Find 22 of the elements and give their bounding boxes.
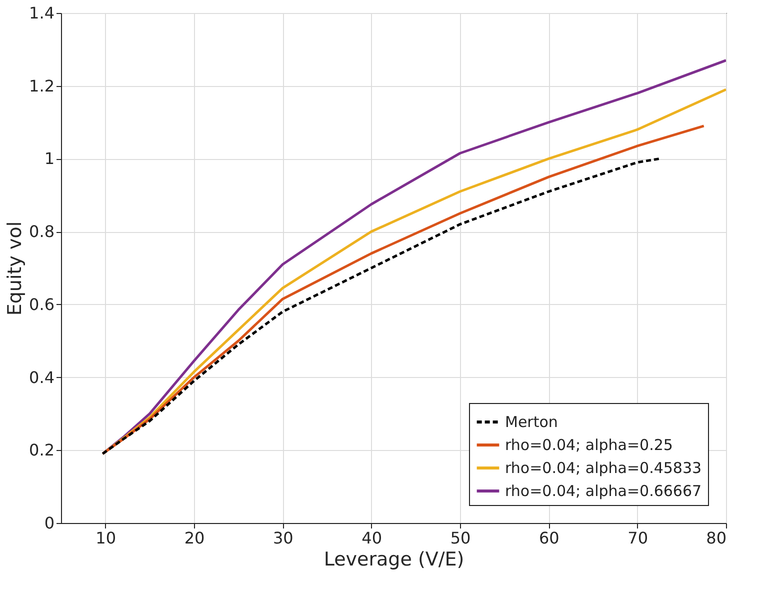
legend-label: rho=0.04; alpha=0.45833: [505, 459, 702, 477]
x-tick-label: 50: [450, 528, 471, 548]
y-tick-label: 1.4: [29, 4, 54, 22]
x-tick-label: 60: [538, 528, 560, 548]
y-tick-label: 1: [44, 149, 54, 168]
x-axis-title: Leverage (V/E): [324, 548, 464, 570]
y-tick-label: 0.6: [29, 294, 54, 314]
legend-label: rho=0.04; alpha=0.25: [505, 436, 673, 454]
y-axis-title: Equity vol: [4, 221, 26, 316]
x-tick-label: 80: [706, 528, 726, 548]
legend-label: rho=0.04; alpha=0.66667: [505, 482, 702, 500]
y-tick-label: 0: [44, 514, 54, 532]
x-tick-label: 70: [628, 528, 648, 548]
x-tick-label: 30: [272, 528, 294, 548]
x-tick-label: 40: [362, 528, 382, 548]
y-tick-label: 0.2: [29, 440, 54, 460]
x-tick-label: 10: [96, 528, 116, 548]
y-tick-label: 0.4: [29, 368, 54, 387]
y-tick-label: 0.8: [29, 222, 54, 242]
x-tick-label: 20: [184, 528, 205, 548]
legend-label: Merton: [505, 413, 558, 431]
y-tick-label: 1.2: [29, 76, 54, 96]
